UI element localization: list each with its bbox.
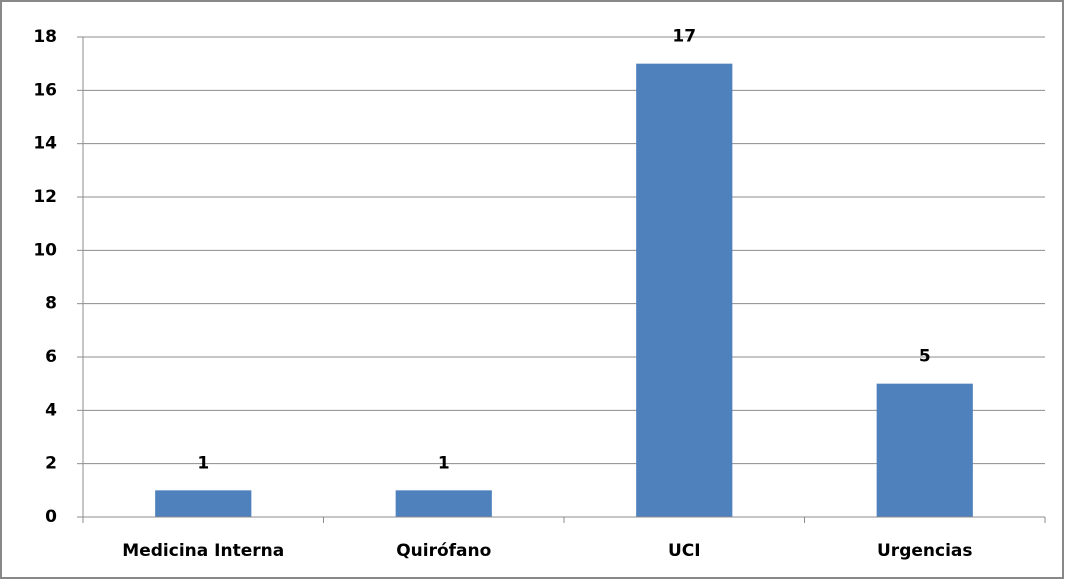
x-tick-label: Medicina Interna xyxy=(122,541,284,561)
bar xyxy=(876,383,973,517)
bar xyxy=(636,63,733,518)
y-tick-label: 16 xyxy=(33,80,57,100)
data-label: 5 xyxy=(919,347,931,367)
bar xyxy=(395,490,492,517)
y-tick-label: 14 xyxy=(33,134,57,154)
data-label: 1 xyxy=(438,453,450,473)
data-label: 17 xyxy=(672,27,696,47)
x-tick-label: Quirófano xyxy=(396,541,491,561)
y-tick-label: 12 xyxy=(33,187,57,207)
x-tick-label: UCI xyxy=(668,541,701,561)
data-label: 1 xyxy=(197,453,209,473)
y-tick-label: 6 xyxy=(45,347,57,367)
y-tick-label: 0 xyxy=(45,507,57,527)
y-tick-label: 10 xyxy=(33,240,57,260)
y-tick-label: 4 xyxy=(45,400,57,420)
x-tick-label: Urgencias xyxy=(877,541,972,561)
bar xyxy=(155,490,252,517)
y-tick-label: 8 xyxy=(45,294,57,314)
y-tick-label: 2 xyxy=(45,454,57,474)
y-tick-label: 18 xyxy=(33,27,57,47)
